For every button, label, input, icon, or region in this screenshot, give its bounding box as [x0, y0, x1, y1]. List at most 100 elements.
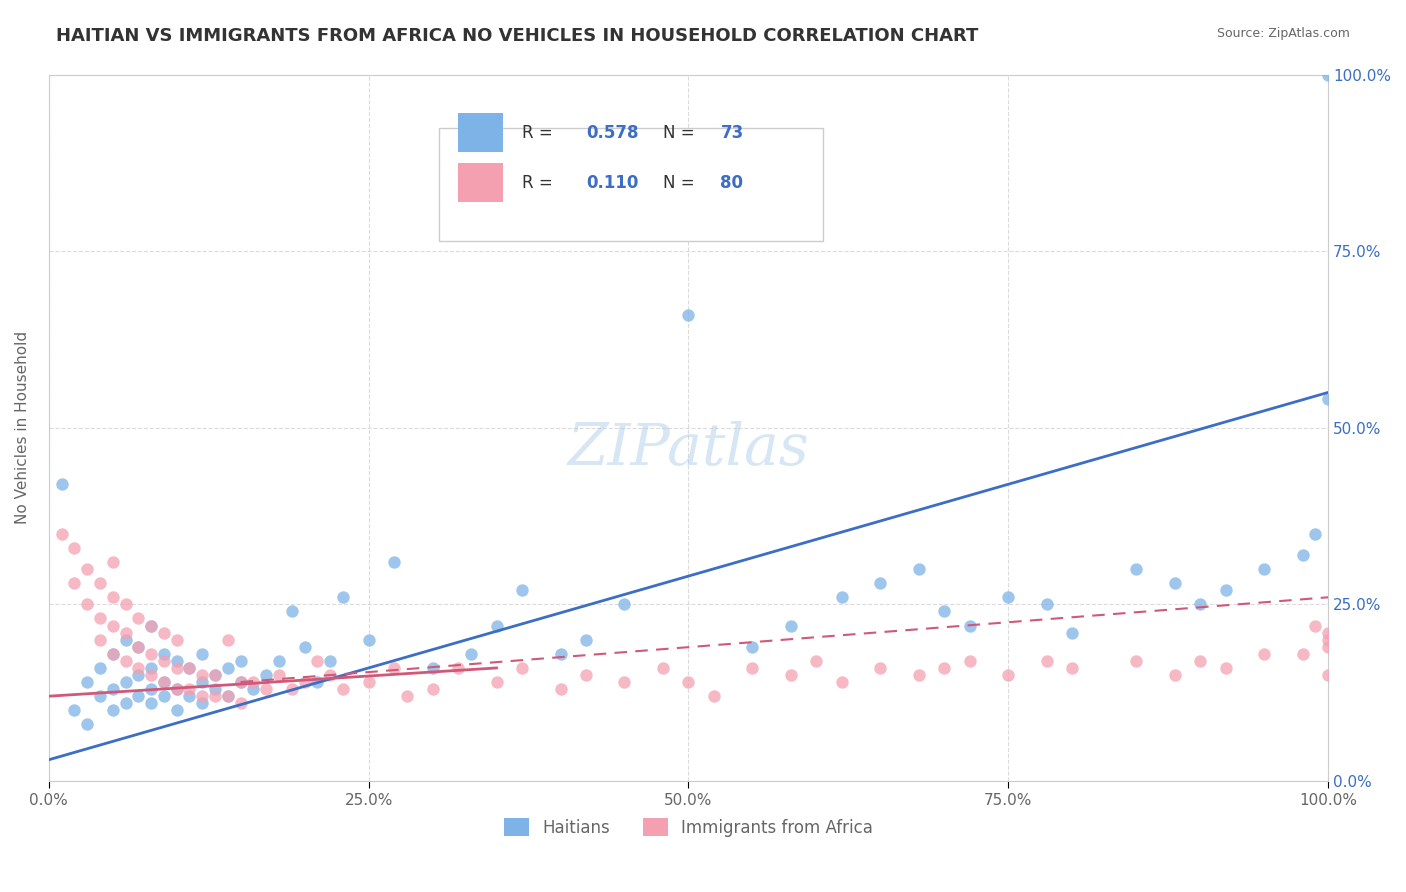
Point [1189, 598, 1212, 612]
Point [153, 689, 176, 703]
Y-axis label: No Vehicles in Household: No Vehicles in Household [15, 331, 30, 524]
Point [217, 689, 239, 703]
Point [357, 675, 380, 690]
Point [217, 632, 239, 647]
Point [281, 682, 304, 697]
Point [460, 647, 482, 661]
Point [89, 661, 111, 675]
Point [1317, 632, 1340, 647]
Point [139, 618, 162, 632]
Point [63, 703, 86, 717]
Point [204, 689, 226, 703]
Point [485, 675, 508, 690]
Point [997, 668, 1019, 682]
Point [242, 675, 264, 690]
Point [831, 591, 853, 605]
Bar [458, 113, 503, 153]
Point [1305, 618, 1327, 632]
Point [1215, 661, 1237, 675]
Point [332, 682, 354, 697]
Point [153, 654, 176, 668]
Point [51, 477, 73, 491]
Point [703, 689, 725, 703]
Point [741, 640, 763, 654]
Point [678, 308, 700, 322]
Point [550, 682, 572, 697]
Point [959, 654, 981, 668]
Point [1035, 598, 1057, 612]
Point [51, 526, 73, 541]
Text: 80: 80 [720, 174, 744, 192]
Point [114, 675, 136, 690]
Point [1163, 668, 1185, 682]
Text: N =: N = [662, 174, 700, 192]
Point [382, 661, 405, 675]
Point [1189, 654, 1212, 668]
Point [550, 647, 572, 661]
Point [395, 689, 418, 703]
Point [127, 640, 149, 654]
Point [89, 611, 111, 625]
Bar [439, 128, 823, 241]
Point [127, 689, 149, 703]
Point [63, 576, 86, 591]
Point [294, 640, 316, 654]
Point [1305, 526, 1327, 541]
Point [934, 604, 956, 618]
Point [153, 675, 176, 690]
Point [114, 696, 136, 710]
Point [101, 555, 124, 569]
Point [267, 654, 290, 668]
Point [254, 682, 277, 697]
Text: R =: R = [522, 174, 558, 192]
Point [575, 668, 598, 682]
Point [191, 647, 214, 661]
Point [1035, 654, 1057, 668]
Point [153, 647, 176, 661]
Point [510, 661, 533, 675]
Point [101, 618, 124, 632]
Point [127, 668, 149, 682]
Point [63, 541, 86, 555]
Point [229, 654, 252, 668]
Point [179, 682, 201, 697]
Point [242, 682, 264, 697]
Point [510, 583, 533, 598]
Point [153, 675, 176, 690]
Point [307, 654, 329, 668]
Point [166, 703, 188, 717]
Point [229, 696, 252, 710]
Point [76, 598, 98, 612]
Point [907, 668, 929, 682]
Point [101, 682, 124, 697]
Point [76, 562, 98, 576]
Point [114, 625, 136, 640]
Point [422, 682, 444, 697]
Point [741, 661, 763, 675]
Point [191, 675, 214, 690]
Text: 73: 73 [720, 124, 744, 142]
Point [127, 611, 149, 625]
Legend: Haitians, Immigrants from Africa: Haitians, Immigrants from Africa [496, 812, 880, 843]
Point [1062, 625, 1084, 640]
Point [319, 668, 342, 682]
Text: 0.578: 0.578 [586, 124, 638, 142]
Point [127, 640, 149, 654]
Point [153, 625, 176, 640]
Point [217, 689, 239, 703]
Point [89, 632, 111, 647]
Point [907, 562, 929, 576]
Point [166, 661, 188, 675]
Bar [458, 163, 503, 202]
Point [869, 661, 891, 675]
Point [779, 618, 801, 632]
Point [319, 654, 342, 668]
Point [1125, 562, 1147, 576]
Text: 0.110: 0.110 [586, 174, 638, 192]
Point [1317, 640, 1340, 654]
Point [76, 717, 98, 731]
Point [678, 675, 700, 690]
Point [101, 591, 124, 605]
Point [959, 618, 981, 632]
Point [204, 668, 226, 682]
